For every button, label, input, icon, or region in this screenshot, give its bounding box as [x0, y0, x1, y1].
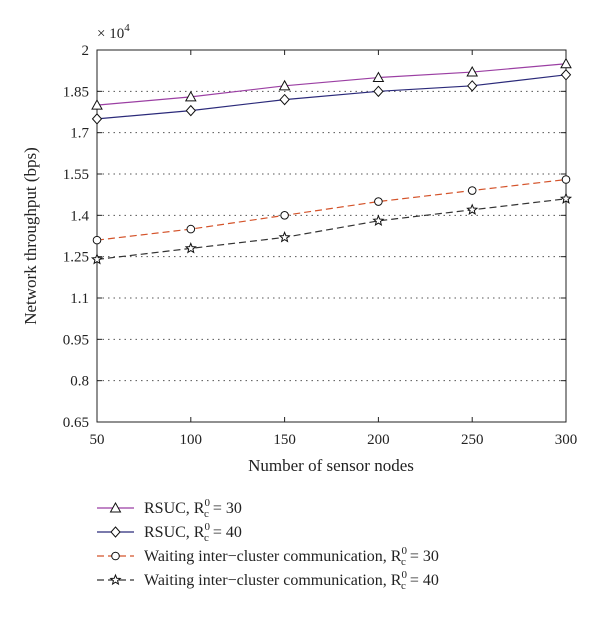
data-point [559, 192, 573, 204]
data-point [186, 224, 196, 234]
multiplier-label: × 104 [97, 22, 130, 42]
y-tick-label: 1.1 [70, 291, 89, 307]
data-point [372, 71, 385, 83]
series-line [96, 63, 567, 106]
data-point [372, 214, 385, 226]
legend-marker [109, 501, 122, 513]
y-tick-label: 1.7 [70, 126, 89, 142]
series-line [96, 74, 567, 120]
x-tick-label: 250 [461, 432, 484, 448]
data-point [467, 80, 478, 92]
y-tick-label: 1.85 [63, 84, 89, 100]
data-point [373, 85, 384, 98]
series-line [96, 178, 567, 241]
y-tick-label: 1.4 [70, 208, 89, 224]
series-4 [90, 192, 573, 265]
data-point [560, 69, 572, 81]
y-tick-label: 0.95 [63, 332, 89, 348]
x-tick-label: 50 [90, 432, 105, 448]
grid-lines [97, 90, 566, 382]
legend-label: Waiting inter−cluster communication, R0 c… [144, 569, 439, 592]
y-tick-label: 2 [82, 43, 90, 59]
legend-item: RSUC, R0 c = 40 [97, 521, 242, 544]
series-3 [92, 175, 571, 245]
data-point [374, 197, 383, 206]
x-tick-label: 300 [555, 432, 578, 448]
data-point [466, 66, 479, 77]
plot-frame [96, 49, 567, 423]
data-point [280, 211, 289, 220]
x-axis-ticks: 50 100 150 200 250 300 [90, 50, 578, 448]
data-point [184, 90, 197, 102]
data-point [466, 203, 479, 215]
legend-item: Waiting inter−cluster communication, R0 c… [97, 545, 439, 568]
legend-item: Waiting inter−cluster communication, R0 c… [97, 569, 439, 592]
data-point [91, 99, 103, 110]
data-point [560, 57, 572, 69]
series-line [96, 198, 567, 261]
data-point [91, 113, 103, 125]
data-point [278, 79, 291, 91]
legend-marker [111, 551, 120, 561]
y-tick-label: 1.55 [63, 167, 89, 183]
legend-label: RSUC, R0 c = 40 [144, 521, 242, 544]
data-point [467, 186, 477, 195]
legend-marker [110, 526, 121, 538]
y-tick-label: 0.65 [63, 415, 89, 431]
series-1 [91, 57, 572, 110]
series-group [90, 57, 573, 265]
y-axis-ticks: 0.65 0.8 0.95 1.1 1.25 1.4 1.55 1.7 1.85 2 [63, 43, 566, 431]
legend-label: Waiting inter−cluster communication, R0 c… [144, 545, 439, 568]
y-tick-label: 0.8 [70, 374, 89, 390]
y-axis-label: Network throughput (bps) [21, 147, 40, 325]
data-point [90, 253, 104, 265]
data-point [278, 231, 291, 243]
data-point [185, 104, 196, 117]
series-2 [91, 69, 572, 125]
data-point [561, 175, 571, 184]
legend-label: RSUC, R0 c = 30 [144, 497, 242, 520]
x-tick-label: 150 [273, 432, 296, 448]
x-axis-label: Number of sensor nodes [248, 456, 414, 475]
legend-marker [109, 573, 122, 586]
data-point [184, 242, 197, 254]
y-tick-label: 1.25 [63, 250, 89, 266]
multiplier-exponent: 4 [124, 22, 130, 34]
legend-item: RSUC, R0 c = 30 [97, 497, 242, 520]
x-tick-label: 100 [180, 432, 203, 448]
x-tick-label: 200 [367, 432, 390, 448]
data-point [279, 93, 290, 106]
data-point [92, 235, 102, 245]
